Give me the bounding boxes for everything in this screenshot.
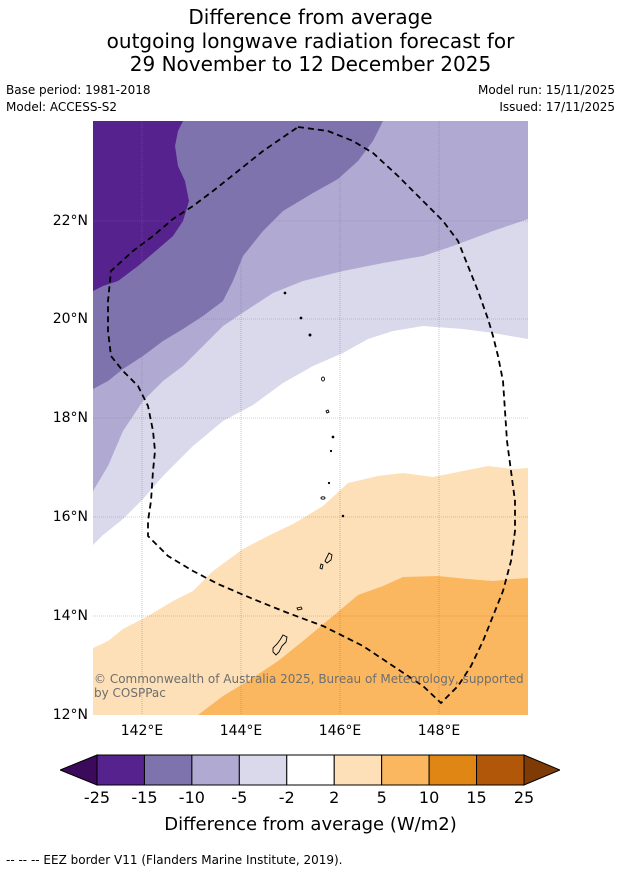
lat-tick-12n: 12°N xyxy=(52,707,88,723)
lon-tick-146e: 146°E xyxy=(318,723,362,739)
map-title-line-3: 29 November to 12 December 2025 xyxy=(129,52,492,76)
eez-legend: -- -- -- EEZ border V11 (Flanders Marine… xyxy=(6,853,343,867)
colorbar-title: Difference from average (W/m2) xyxy=(164,814,457,835)
lat-tick-14n: 14°N xyxy=(52,608,88,624)
colorbar-tick-label: -10 xyxy=(178,788,205,807)
map-panel xyxy=(93,121,528,715)
copyright-credit: © Commonwealth of Australia 2025, Bureau… xyxy=(94,672,524,700)
map-gridlines xyxy=(93,121,528,715)
colorbar-tick-label: 5 xyxy=(376,788,387,807)
lon-tick-144e: 144°E xyxy=(219,723,263,739)
colorbar-tick-label: 10 xyxy=(418,788,440,807)
issued-date: Issued: 17/11/2025 xyxy=(499,100,615,114)
colorbar-bin-9 xyxy=(476,754,525,786)
rota-island xyxy=(296,606,303,611)
colorbar-bin-4 xyxy=(238,754,288,786)
model-run: Model run: 15/11/2025 xyxy=(477,83,615,97)
lat-tick-16n: 16°N xyxy=(52,509,88,525)
colorbar-bin-3 xyxy=(191,754,240,786)
colorbar xyxy=(60,754,560,786)
colorbar-tick-label: 25 xyxy=(513,788,535,807)
colorbar-extend-low xyxy=(60,754,98,786)
colorbar-bin-8 xyxy=(428,754,478,786)
lat-tick-22n: 22°N xyxy=(52,213,88,229)
colorbar-tick-label: 15 xyxy=(466,788,487,807)
model-name: Model: ACCESS-S2 xyxy=(6,100,118,114)
colorbar-bin-6 xyxy=(333,754,383,786)
lon-tick-142e: 142°E xyxy=(120,723,164,739)
lon-tick-148e: 148°E xyxy=(417,723,461,739)
anomaly-band-minus-25 xyxy=(93,121,189,291)
colorbar-bin-7 xyxy=(381,754,430,786)
colorbar-tick-label: -5 xyxy=(231,788,248,807)
colorbar-tick-label: -2 xyxy=(278,788,295,807)
tinian-island xyxy=(319,563,324,570)
eez-border xyxy=(107,126,516,705)
base-period: Base period: 1981-2018 xyxy=(6,83,151,97)
mariana-islands xyxy=(272,291,345,656)
anomaly-band-plus-5 xyxy=(198,576,528,715)
guam-island xyxy=(272,634,288,656)
colorbar-extend-high xyxy=(523,754,560,786)
colorbar-tick-label: -25 xyxy=(83,788,111,807)
lat-tick-20n: 20°N xyxy=(52,311,88,327)
colorbar-bin-5 xyxy=(286,754,335,786)
map-title-line-1: Difference from average xyxy=(188,5,433,29)
saipan-island xyxy=(324,552,333,564)
colorbar-tick-label: -15 xyxy=(131,788,158,807)
colorbar-bin-1 xyxy=(96,754,145,786)
map-title-line-2: outgoing longwave radiation forecast for xyxy=(106,29,515,53)
lat-tick-18n: 18°N xyxy=(52,410,88,426)
colorbar-tick-label: 2 xyxy=(329,788,340,807)
colorbar-bin-2 xyxy=(143,754,193,786)
